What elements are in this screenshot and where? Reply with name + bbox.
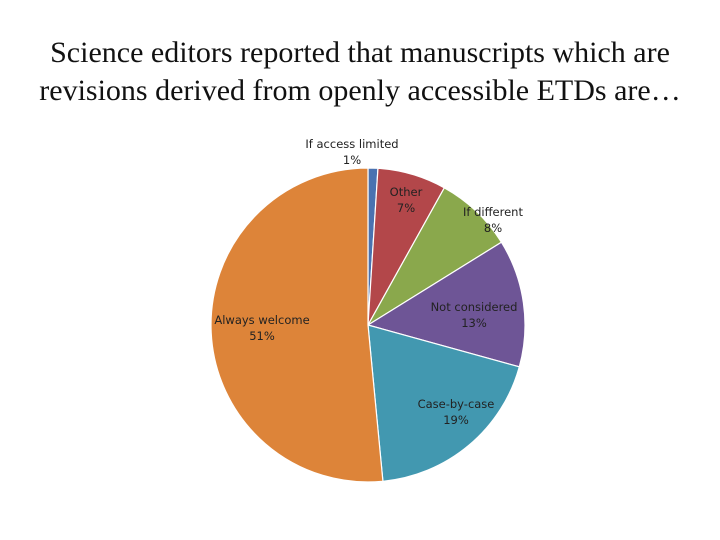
pie-label-category: Always welcome [214,313,309,327]
pie-label-category: If different [463,205,523,219]
chart-title-line-1: Science editors reported that manuscript… [50,36,670,69]
pie-slice-always-welcome [210,167,384,483]
chart-title: Science editors reported that manuscript… [0,34,720,110]
pie-label-value: 51% [249,329,275,343]
pie-label-value: 7% [397,201,415,215]
pie-label-value: 1% [343,153,361,167]
pie-label-case-by-case: Case-by-case 19% [418,397,495,427]
pie-label-not-considered: Not considered 13% [431,300,518,330]
pie-label-other: Other 7% [390,185,423,215]
pie-label-category: If access limited [305,137,398,151]
pie-label-always-welcome: Always welcome 51% [214,313,309,343]
pie-label-category: Case-by-case [418,397,495,411]
pie-label-value: 8% [484,221,502,235]
pie-label-value: 13% [461,316,487,330]
pie-slices [210,167,526,483]
chart-title-line-2: revisions derived from openly accessible… [39,74,681,107]
pie-label-if-different: If different 8% [463,205,523,235]
pie-label-category: Other [390,185,423,199]
pie-label-if-access-limited: If access limited 1% [305,137,398,167]
pie-label-category: Not considered [431,300,518,314]
pie-label-value: 19% [443,413,469,427]
pie-slice-case-by-case [367,324,521,482]
pie-labels: If access limited 1% Other 7% If different 8%… [214,137,523,427]
